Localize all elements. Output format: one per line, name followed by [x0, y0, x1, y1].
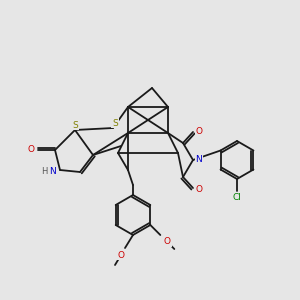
Text: S: S	[72, 121, 78, 130]
Text: O: O	[164, 238, 171, 247]
Text: O: O	[196, 184, 202, 194]
Text: O: O	[196, 127, 202, 136]
Text: O: O	[118, 250, 124, 260]
Text: S: S	[112, 118, 118, 127]
Text: N: N	[49, 167, 56, 176]
Text: O: O	[28, 146, 34, 154]
Text: H: H	[41, 167, 47, 176]
Text: N: N	[196, 155, 202, 164]
Text: Cl: Cl	[232, 194, 242, 202]
